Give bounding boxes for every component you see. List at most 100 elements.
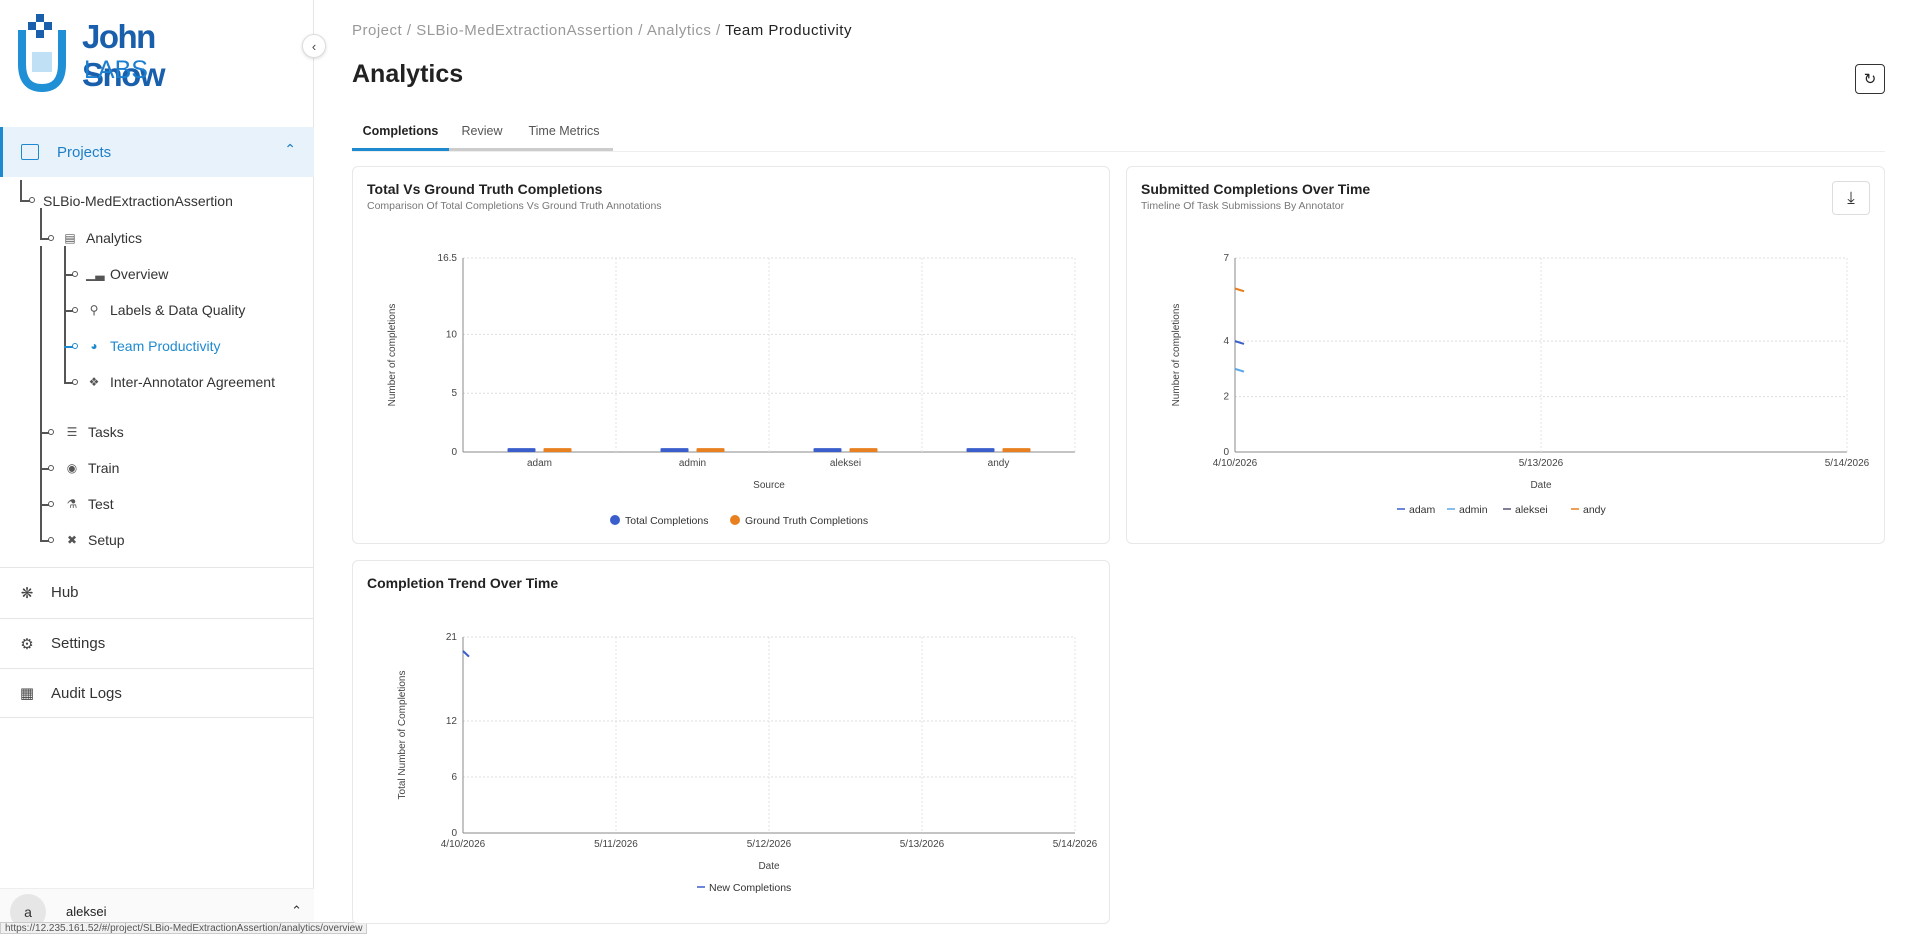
sidebar-item-label: Hub — [51, 584, 79, 601]
sidebar-item-label: Overview — [110, 266, 169, 282]
y-axis-label: Number of completions — [1171, 304, 1182, 407]
x-tick-label: andy — [988, 458, 1010, 469]
breadcrumb-current: Team Productivity — [725, 22, 852, 39]
x-tick-label: 5/12/2026 — [747, 839, 792, 850]
sidebar-item-overview[interactable]: ▁▃ Overview — [86, 266, 168, 282]
gear-icon: ⚙ — [20, 635, 34, 653]
logo-mark-icon — [18, 14, 66, 92]
y-tick-label: 4 — [1223, 336, 1229, 347]
y-tick-label: 0 — [451, 828, 457, 839]
tab-review[interactable]: Review — [461, 124, 503, 138]
brand-name: John Snow — [82, 18, 166, 93]
legend-label: Total Completions — [625, 515, 708, 527]
chevron-left-icon: ‹ — [311, 38, 317, 54]
card-title: Total Vs Ground Truth Completions — [367, 181, 603, 197]
legend-marker — [610, 515, 620, 525]
series-line-new-completions — [462, 650, 470, 658]
analytics-icon: ▤ — [64, 231, 76, 245]
bar-chart-icon: ▁▃ — [86, 267, 105, 281]
y-tick-label: 6 — [451, 772, 457, 783]
y-tick-label: 12 — [446, 716, 458, 727]
sidebar-item-label: Inter-Annotator Agreement — [110, 374, 275, 390]
x-tick-label: aleksei — [830, 458, 861, 469]
legend-label: andy — [1583, 504, 1607, 516]
sidebar-item-settings[interactable]: ⚙ Settings — [0, 618, 314, 668]
bar-ground-truth-completions — [696, 448, 725, 452]
sidebar-item-label: Tasks — [88, 424, 124, 440]
download-button[interactable]: ⤓ — [1832, 181, 1870, 215]
sidebar-item-test[interactable]: ⚗ Test — [64, 496, 114, 512]
sidebar-item-label: Analytics — [86, 230, 143, 246]
breadcrumb-analytics[interactable]: Analytics / — [646, 22, 721, 39]
line-chart-trend: 0 6 12 21 4/10/2026 5/11/2026 5/12/2026 5/13/20… — [397, 632, 1098, 894]
breadcrumb-project-name[interactable]: SLBio-MedExtractionAssertion / — [416, 22, 643, 39]
y-tick-label: 5 — [451, 388, 457, 399]
briefcase-icon — [21, 144, 39, 160]
tasks-icon: ☰ — [66, 425, 78, 439]
tab-completions[interactable]: Completions — [362, 124, 439, 138]
legend-label: adam — [1409, 504, 1436, 516]
sidebar-item-team-productivity[interactable]: ◕ Team Productivity — [86, 338, 220, 354]
project-name: SLBio-MedExtractionAssertion — [43, 193, 233, 209]
legend-label: aleksei — [1515, 504, 1548, 516]
y-tick-label: 10 — [446, 329, 458, 340]
sidebar-collapse-button[interactable]: ‹ — [302, 34, 326, 58]
legend-marker — [730, 515, 740, 525]
tab-time-metrics[interactable]: Time Metrics — [528, 124, 600, 138]
brand-subname: LABS — [84, 56, 148, 84]
john-snow-labs-logo[interactable]: John Snow LABS — [18, 8, 238, 93]
sidebar-item-inter-annotator-agreement[interactable]: ❖ Inter-Annotator Agreement — [86, 374, 275, 390]
x-axis-label: Date — [758, 861, 780, 872]
user-name: aleksei — [66, 904, 107, 919]
sidebar-project-item[interactable]: SLBio-MedExtractionAssertion — [43, 193, 233, 209]
bar-total-completions — [507, 448, 536, 452]
legend-label: Ground Truth Completions — [745, 515, 868, 527]
breadcrumb: Project / SLBio-MedExtractionAssertion /… — [352, 22, 852, 39]
x-tick-label: 5/13/2026 — [1519, 458, 1564, 469]
sidebar-item-label: Settings — [51, 635, 106, 652]
x-tick-label: 5/14/2026 — [1825, 458, 1870, 469]
sidebar-item-projects[interactable]: Projects ⌃ — [0, 127, 314, 177]
y-tick-label: 21 — [446, 632, 458, 643]
sidebar-item-labels-data-quality[interactable]: ⚲ Labels & Data Quality — [86, 302, 246, 318]
card-subtitle: Timeline Of Task Submissions By Annotato… — [1141, 200, 1345, 212]
sidebar-item-label: Train — [88, 460, 120, 476]
sidebar-item-label: Test — [88, 496, 114, 512]
y-tick-label: 2 — [1223, 392, 1229, 403]
bar-chart: 0 5 10 16.5 adam admin aleksei andy Source Number… — [387, 253, 1076, 527]
y-axis-label: Number of completions — [387, 304, 398, 407]
sidebar-item-train[interactable]: ◉ Train — [64, 460, 120, 476]
x-tick-label: 5/14/2026 — [1053, 839, 1098, 850]
bar-ground-truth-completions — [1002, 448, 1031, 452]
x-axis-label: Date — [1530, 480, 1552, 491]
sidebar-item-tasks[interactable]: ☰ Tasks — [64, 424, 124, 440]
chevron-up-icon: ⌃ — [284, 141, 296, 157]
line-chart-submitted: 0 2 4 7 4/10/2026 5/13/2026 5/14/2026 Date Numbe… — [1171, 253, 1870, 516]
y-tick-label: 16.5 — [438, 253, 458, 264]
x-tick-label: 4/10/2026 — [1213, 458, 1258, 469]
sidebar-item-audit-logs[interactable]: ▦ Audit Logs — [0, 668, 314, 718]
bar-ground-truth-completions — [543, 448, 572, 452]
breadcrumb-project[interactable]: Project / — [352, 22, 412, 39]
refresh-button[interactable]: ↻ — [1855, 64, 1885, 94]
pin-icon: ⚲ — [89, 303, 99, 317]
sidebar-item-label: Audit Logs — [51, 684, 122, 702]
download-icon: ⤓ — [1847, 188, 1855, 207]
bar-total-completions — [660, 448, 689, 452]
card-total-vs-ground-truth: Total Vs Ground Truth Completions Compar… — [352, 166, 1110, 544]
series-line-admin — [1234, 367, 1245, 373]
x-tick-label: 5/11/2026 — [594, 839, 638, 850]
card-submitted-over-time: Submitted Completions Over Time Timeline… — [1126, 166, 1885, 544]
grid-icon: ▦ — [19, 685, 35, 702]
sidebar-item-setup[interactable]: ✖ Setup — [64, 532, 125, 548]
sidebar-item-label: Labels & Data Quality — [110, 302, 246, 318]
status-url: https://12.235.161.52/#/project/SLBio-Me… — [0, 922, 368, 934]
x-tick-label: admin — [679, 458, 706, 469]
x-tick-label: 5/13/2026 — [900, 839, 945, 850]
y-tick-label: 7 — [1223, 253, 1229, 264]
bar-total-completions — [966, 448, 995, 452]
sidebar-item-analytics[interactable]: ▤ Analytics — [62, 230, 142, 246]
brain-icon: ◉ — [66, 461, 78, 475]
y-tick-label: 0 — [1223, 447, 1229, 458]
sidebar-item-hub[interactable]: ❋ Hub — [0, 567, 314, 617]
